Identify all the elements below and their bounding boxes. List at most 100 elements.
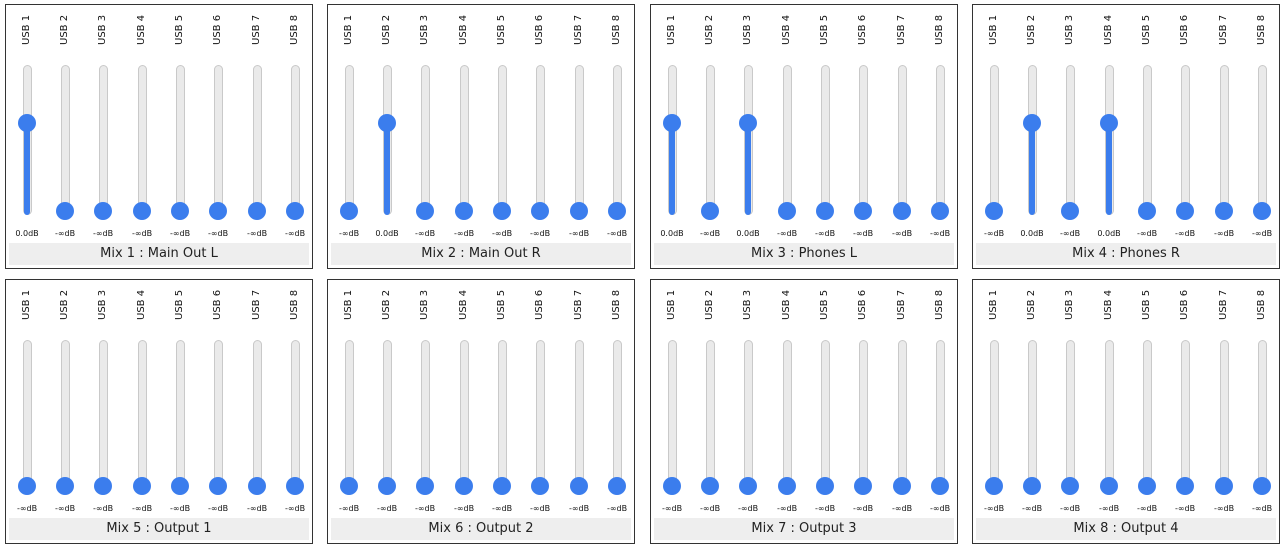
fader-thumb[interactable]	[248, 477, 266, 495]
fader-track[interactable]	[1257, 65, 1267, 215]
fader-thumb[interactable]	[340, 202, 358, 220]
fader-thumb[interactable]	[56, 202, 74, 220]
fader-track[interactable]	[175, 65, 185, 215]
fader-track[interactable]	[1180, 340, 1190, 490]
fader-thumb[interactable]	[1100, 477, 1118, 495]
fader-track[interactable]	[60, 340, 70, 490]
fader-track[interactable]	[935, 65, 945, 215]
fader-track[interactable]	[382, 340, 392, 490]
fader-thumb[interactable]	[816, 202, 834, 220]
fader-thumb[interactable]	[1215, 202, 1233, 220]
fader-track[interactable]	[989, 65, 999, 215]
fader-track[interactable]	[782, 340, 792, 490]
fader-thumb[interactable]	[570, 477, 588, 495]
fader-thumb[interactable]	[1138, 477, 1156, 495]
fader-thumb[interactable]	[1061, 202, 1079, 220]
fader-track[interactable]	[420, 340, 430, 490]
fader-track[interactable]	[290, 65, 300, 215]
fader-track[interactable]	[897, 340, 907, 490]
fader-track[interactable]	[213, 65, 223, 215]
fader-track[interactable]	[743, 340, 753, 490]
fader-track[interactable]	[252, 65, 262, 215]
fader-thumb[interactable]	[608, 477, 626, 495]
fader-track[interactable]	[175, 340, 185, 490]
fader-track[interactable]	[705, 340, 715, 490]
fader-thumb[interactable]	[701, 477, 719, 495]
fader-track[interactable]	[1257, 340, 1267, 490]
fader-thumb[interactable]	[286, 477, 304, 495]
fader-thumb[interactable]	[133, 202, 151, 220]
fader-track[interactable]	[535, 65, 545, 215]
fader-thumb[interactable]	[1215, 477, 1233, 495]
fader-thumb[interactable]	[133, 477, 151, 495]
fader-thumb[interactable]	[171, 202, 189, 220]
fader-thumb[interactable]	[1176, 477, 1194, 495]
fader-track[interactable]	[1065, 65, 1075, 215]
fader-thumb[interactable]	[416, 477, 434, 495]
fader-track[interactable]	[420, 65, 430, 215]
fader-track[interactable]	[989, 340, 999, 490]
fader-thumb[interactable]	[1023, 477, 1041, 495]
fader-track[interactable]	[858, 340, 868, 490]
fader-thumb[interactable]	[493, 477, 511, 495]
fader-thumb[interactable]	[778, 477, 796, 495]
fader-thumb[interactable]	[209, 477, 227, 495]
fader-track[interactable]	[98, 340, 108, 490]
fader-thumb[interactable]	[931, 202, 949, 220]
fader-thumb[interactable]	[893, 202, 911, 220]
fader-thumb[interactable]	[209, 202, 227, 220]
fader-track[interactable]	[935, 340, 945, 490]
fader-thumb[interactable]	[18, 113, 36, 132]
fader-track[interactable]	[137, 340, 147, 490]
fader-thumb[interactable]	[739, 477, 757, 495]
fader-track[interactable]	[820, 65, 830, 215]
fader-track[interactable]	[344, 340, 354, 490]
fader-thumb[interactable]	[663, 477, 681, 495]
fader-thumb[interactable]	[1061, 477, 1079, 495]
fader-thumb[interactable]	[816, 477, 834, 495]
fader-thumb[interactable]	[931, 477, 949, 495]
fader-thumb[interactable]	[1100, 113, 1118, 132]
fader-thumb[interactable]	[455, 477, 473, 495]
fader-thumb[interactable]	[893, 477, 911, 495]
fader-thumb[interactable]	[663, 113, 681, 132]
fader-track[interactable]	[60, 65, 70, 215]
fader-track[interactable]	[667, 340, 677, 490]
fader-thumb[interactable]	[985, 477, 1003, 495]
fader-track[interactable]	[290, 340, 300, 490]
fader-thumb[interactable]	[531, 477, 549, 495]
fader-track[interactable]	[612, 340, 622, 490]
fader-thumb[interactable]	[1023, 113, 1041, 132]
fader-track[interactable]	[344, 65, 354, 215]
fader-thumb[interactable]	[570, 202, 588, 220]
fader-track[interactable]	[820, 340, 830, 490]
fader-track[interactable]	[574, 65, 584, 215]
fader-track[interactable]	[612, 65, 622, 215]
fader-track[interactable]	[782, 65, 792, 215]
fader-thumb[interactable]	[248, 202, 266, 220]
fader-thumb[interactable]	[739, 113, 757, 132]
fader-thumb[interactable]	[378, 477, 396, 495]
fader-thumb[interactable]	[171, 477, 189, 495]
fader-track[interactable]	[858, 65, 868, 215]
fader-thumb[interactable]	[1253, 202, 1271, 220]
fader-thumb[interactable]	[531, 202, 549, 220]
fader-track[interactable]	[252, 340, 262, 490]
fader-thumb[interactable]	[608, 202, 626, 220]
fader-track[interactable]	[1142, 340, 1152, 490]
fader-thumb[interactable]	[985, 202, 1003, 220]
fader-thumb[interactable]	[854, 202, 872, 220]
fader-thumb[interactable]	[1253, 477, 1271, 495]
fader-track[interactable]	[1027, 340, 1037, 490]
fader-track[interactable]	[98, 65, 108, 215]
fader-track[interactable]	[535, 340, 545, 490]
fader-track[interactable]	[459, 65, 469, 215]
fader-thumb[interactable]	[778, 202, 796, 220]
fader-track[interactable]	[213, 340, 223, 490]
fader-track[interactable]	[1065, 340, 1075, 490]
fader-thumb[interactable]	[493, 202, 511, 220]
fader-thumb[interactable]	[18, 477, 36, 495]
fader-thumb[interactable]	[286, 202, 304, 220]
fader-thumb[interactable]	[416, 202, 434, 220]
fader-track[interactable]	[22, 340, 32, 490]
